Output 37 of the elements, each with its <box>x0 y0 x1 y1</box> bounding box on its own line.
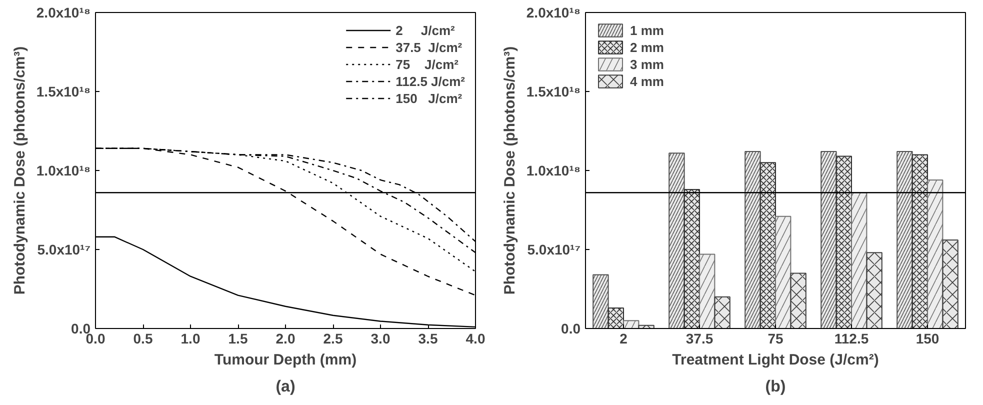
legend-label: 1 mm <box>630 22 664 38</box>
x-tick-label: 2.0 <box>276 330 296 346</box>
legend-label: 2 mm <box>630 40 664 54</box>
x-axis-title: Treatment Light Dose (J/cm²) <box>672 352 879 368</box>
y-axis-title: Photodynamic Dose (photons/cm³) <box>501 46 518 295</box>
y-tick-label: 1.0x10¹⁸ <box>36 162 91 178</box>
y-tick-label: 2.0x10¹⁸ <box>526 4 581 20</box>
y-tick-label: 2.0x10¹⁸ <box>36 4 91 20</box>
legend-label: 2 J/cm² <box>396 22 455 38</box>
legend-label: 4 mm <box>630 74 664 88</box>
y-tick-label: 1.5x10¹⁸ <box>526 84 581 100</box>
y-axis-title: Photodynamic Dose (photons/cm³) <box>11 46 28 295</box>
x-axis-title: Tumour Depth (mm) <box>214 352 357 368</box>
y-tick-label: 0.0 <box>561 320 581 336</box>
x-tick-label: 75 <box>768 330 784 346</box>
y-tick-label: 1.5x10¹⁸ <box>36 84 91 100</box>
y-tick-label: 5.0x10¹⁷ <box>37 242 91 258</box>
text: (b) <box>765 378 786 396</box>
x-tick-label: 112.5 <box>834 330 869 346</box>
x-tick-label: 3.5 <box>418 330 438 346</box>
x-tick-label: 37.5 <box>686 330 714 346</box>
legend-label: 112.5 J/cm² <box>396 74 465 88</box>
legend-label: 37.5 J/cm² <box>396 40 462 54</box>
x-tick-label: 2.5 <box>323 330 343 346</box>
text: (a) <box>276 378 296 396</box>
y-tick-label: 5.0x10¹⁷ <box>527 242 581 258</box>
y-tick-label: 1.0x10¹⁸ <box>526 162 581 178</box>
x-tick-label: 1.5 <box>228 330 248 346</box>
legend-label: 150 J/cm² <box>396 90 462 106</box>
legend-label: 3 mm <box>630 56 664 72</box>
x-tick-label: 4.0 <box>466 330 486 346</box>
x-tick-label: 2 <box>620 330 628 346</box>
x-tick-label: 0.5 <box>133 330 153 346</box>
x-tick-label: 150 <box>916 330 940 346</box>
x-tick-label: 1.0 <box>180 330 200 346</box>
legend-label: 75 J/cm² <box>396 56 458 72</box>
x-tick-label: 3.0 <box>370 330 390 346</box>
